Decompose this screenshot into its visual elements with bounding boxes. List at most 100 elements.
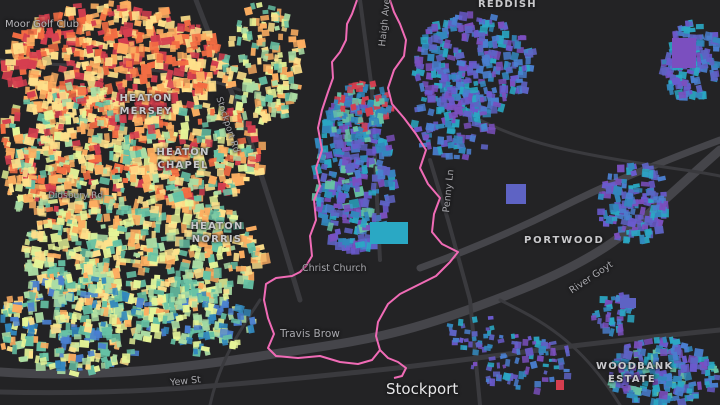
building — [597, 193, 605, 201]
building — [116, 42, 129, 55]
building — [330, 209, 337, 217]
building — [420, 96, 428, 103]
building — [82, 304, 94, 315]
building — [201, 170, 212, 177]
building — [103, 142, 114, 149]
building — [56, 217, 65, 226]
building — [55, 166, 68, 175]
building — [80, 22, 91, 32]
building — [153, 330, 162, 340]
building — [157, 92, 169, 101]
building — [245, 146, 252, 153]
building — [81, 159, 87, 168]
building — [628, 389, 634, 397]
building — [505, 67, 512, 72]
building — [107, 19, 115, 26]
building — [59, 115, 66, 124]
building — [108, 314, 118, 325]
building — [150, 205, 160, 214]
building — [498, 78, 507, 85]
building — [217, 168, 224, 177]
building — [157, 162, 163, 171]
building — [472, 361, 478, 367]
building — [73, 152, 82, 160]
building — [21, 176, 30, 187]
building — [226, 138, 235, 147]
building — [93, 143, 102, 154]
building — [184, 269, 194, 279]
building — [191, 128, 203, 137]
building — [215, 163, 226, 169]
building — [15, 182, 24, 192]
building — [14, 200, 24, 211]
building — [158, 242, 166, 252]
building — [640, 181, 650, 187]
building — [471, 336, 477, 342]
building — [513, 59, 523, 66]
building — [113, 144, 123, 153]
building — [623, 211, 631, 221]
building — [164, 163, 173, 171]
building — [471, 316, 478, 324]
building — [101, 277, 107, 284]
building — [154, 222, 161, 233]
building — [490, 58, 497, 64]
building — [216, 152, 225, 163]
building — [149, 41, 159, 51]
building — [283, 13, 291, 21]
building — [621, 178, 627, 184]
building — [192, 260, 204, 270]
building — [1, 170, 10, 180]
building — [121, 10, 130, 18]
building — [102, 262, 110, 273]
building — [74, 302, 83, 312]
building — [341, 238, 351, 246]
building — [210, 65, 217, 72]
building — [421, 48, 428, 55]
building — [5, 147, 16, 154]
building — [189, 60, 202, 72]
building — [541, 377, 549, 382]
building — [261, 29, 270, 37]
building — [255, 2, 263, 9]
building — [4, 154, 13, 165]
building — [40, 300, 49, 309]
building — [101, 326, 112, 336]
building — [24, 252, 30, 258]
building — [87, 128, 95, 137]
building — [0, 314, 6, 323]
road-segment — [208, 298, 262, 405]
building — [36, 49, 43, 60]
building — [228, 40, 235, 47]
building — [525, 56, 531, 65]
building — [195, 71, 206, 82]
building — [237, 137, 247, 145]
building — [91, 64, 103, 74]
building — [49, 185, 57, 196]
building — [222, 165, 232, 177]
building — [19, 356, 28, 363]
building — [565, 349, 571, 357]
building — [134, 52, 140, 62]
building — [227, 80, 237, 88]
building — [43, 128, 51, 137]
building — [90, 311, 100, 322]
building — [173, 248, 180, 256]
building — [129, 338, 136, 345]
building — [150, 75, 158, 83]
building — [112, 129, 119, 139]
building — [132, 83, 138, 91]
building — [463, 78, 472, 84]
building — [200, 142, 207, 149]
building — [257, 57, 262, 65]
building — [27, 302, 35, 312]
building — [134, 19, 142, 27]
building — [504, 358, 511, 367]
building — [125, 60, 133, 67]
building — [165, 184, 176, 191]
building — [12, 42, 25, 55]
building — [28, 148, 37, 159]
building — [239, 151, 246, 158]
building — [224, 154, 236, 163]
